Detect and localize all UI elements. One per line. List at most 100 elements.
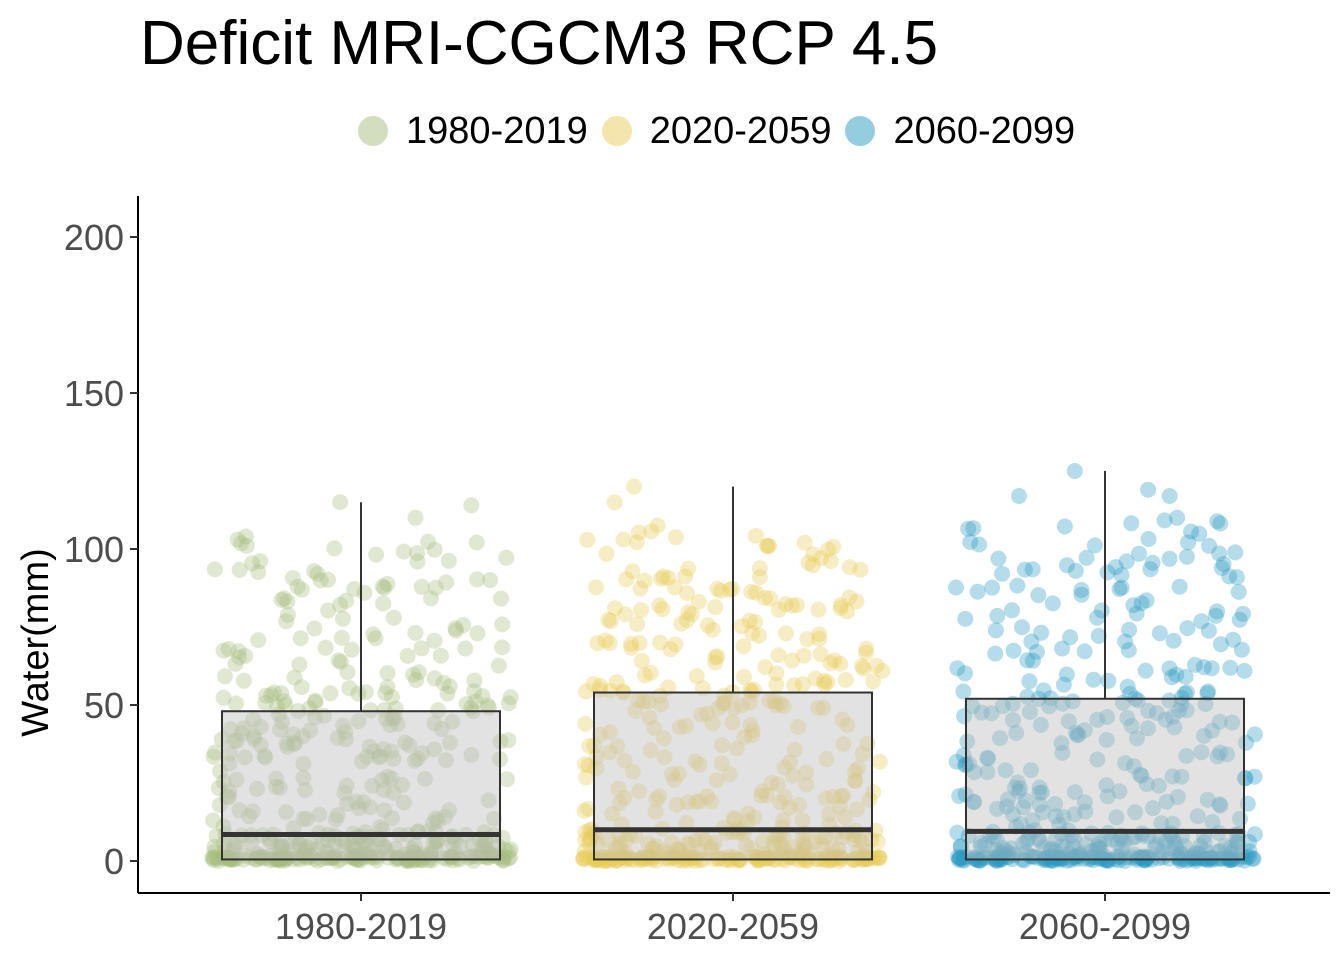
point-2060-2099-9 <box>1164 815 1181 832</box>
point-1980-2019-451 <box>354 833 371 850</box>
point-2060-2099-99 <box>1231 611 1248 628</box>
point-2060-2099-358 <box>1024 652 1041 669</box>
point-1980-2019-104 <box>435 849 452 866</box>
point-2020-2059-135 <box>668 796 685 813</box>
point-1980-2019-113 <box>279 606 296 623</box>
point-2060-2099-353 <box>993 849 1010 866</box>
point-1980-2019-292 <box>390 850 407 867</box>
point-2060-2099-82 <box>1015 799 1032 816</box>
point-2060-2099-130 <box>1173 768 1190 785</box>
point-2020-2059-3 <box>830 841 847 858</box>
point-2060-2099-477 <box>983 705 1000 722</box>
point-2060-2099-264 <box>1064 849 1081 866</box>
point-1980-2019-461 <box>231 649 248 666</box>
point-2020-2059-260 <box>794 812 811 829</box>
point-1980-2019-303 <box>383 743 400 760</box>
point-1980-2019-19 <box>225 841 242 858</box>
point-2020-2059-223 <box>617 606 634 623</box>
point-2060-2099-310 <box>1097 831 1114 848</box>
point-1980-2019-168 <box>432 647 449 664</box>
point-2020-2059-31 <box>634 849 651 866</box>
point-2060-2099-300 <box>1189 850 1205 866</box>
point-2020-2059-373 <box>633 652 650 669</box>
point-2020-2059-220 <box>746 809 763 826</box>
point-2020-2059-283 <box>607 600 623 617</box>
point-1980-2019-216 <box>358 748 375 765</box>
point-2020-2059-109 <box>810 699 826 716</box>
point-2060-2099-90 <box>1172 845 1189 862</box>
point-2020-2059-77 <box>660 569 677 586</box>
point-1980-2019-433 <box>498 549 515 566</box>
point-1980-2019-212 <box>480 792 497 809</box>
point-2060-2099-369 <box>987 841 1004 858</box>
point-1980-2019-78 <box>375 782 392 798</box>
point-2020-2059-65 <box>616 789 633 806</box>
point-1980-2019-442 <box>378 711 395 727</box>
point-2060-2099-303 <box>1187 846 1204 863</box>
point-1980-2019-329 <box>292 836 309 853</box>
point-2020-2059-165 <box>734 697 750 714</box>
point-2060-2099-240 <box>1204 814 1221 830</box>
point-2060-2099-262 <box>1219 746 1235 763</box>
point-2020-2059-183 <box>607 841 624 857</box>
point-2060-2099-119 <box>1219 850 1235 866</box>
point-2020-2059-181 <box>660 679 677 696</box>
point-1980-2019-121 <box>226 733 243 750</box>
point-2060-2099-282 <box>1019 688 1036 705</box>
point-1980-2019-39 <box>227 655 244 672</box>
point-2020-2059-226 <box>653 696 670 713</box>
point-2020-2059-342 <box>817 790 834 807</box>
point-2060-2099-273 <box>1025 848 1042 865</box>
point-2020-2059-266 <box>644 841 661 858</box>
point-1980-2019-333 <box>320 571 336 588</box>
point-2020-2059-201 <box>676 848 693 865</box>
point-1980-2019-377 <box>409 545 426 562</box>
point-1980-2019-243 <box>215 818 232 835</box>
point-2020-2059-330 <box>849 760 866 777</box>
point-2020-2059-66 <box>652 634 669 651</box>
point-2020-2059-211 <box>588 760 605 777</box>
point-1980-2019-297 <box>336 784 353 801</box>
point-2060-2099-50 <box>1226 841 1243 858</box>
point-2060-2099-281 <box>1100 672 1117 689</box>
point-2060-2099-314 <box>1187 845 1204 861</box>
point-1980-2019-392 <box>398 850 415 866</box>
point-1980-2019-390 <box>337 731 354 748</box>
point-2060-2099-128 <box>1119 709 1136 726</box>
point-2020-2059-192 <box>645 840 662 857</box>
point-2060-2099-374 <box>1179 620 1196 637</box>
point-2020-2059-362 <box>766 835 783 852</box>
point-2060-2099-206 <box>1156 512 1173 529</box>
point-1980-2019-62 <box>405 666 422 683</box>
point-2060-2099-424 <box>1193 744 1210 761</box>
point-1980-2019-293 <box>474 688 491 705</box>
point-2060-2099-51 <box>1139 720 1156 737</box>
point-2060-2099-170 <box>1067 784 1083 801</box>
point-2020-2059-20 <box>836 809 853 826</box>
point-1980-2019-457 <box>220 641 237 657</box>
point-2060-2099-148 <box>1061 845 1078 862</box>
point-1980-2019-20 <box>407 624 424 641</box>
point-2060-2099-184 <box>1148 705 1165 721</box>
point-1980-2019-394 <box>441 848 458 865</box>
point-1980-2019-156 <box>228 835 245 852</box>
point-2020-2059-122 <box>687 753 704 770</box>
point-2020-2059-323 <box>725 810 742 826</box>
point-2020-2059-12 <box>818 751 835 768</box>
point-1980-2019-330 <box>474 838 491 855</box>
point-2060-2099-185 <box>1071 844 1088 861</box>
point-2060-2099-361 <box>1140 702 1157 719</box>
point-2020-2059-213 <box>847 773 864 789</box>
point-2060-2099-22 <box>1112 848 1128 865</box>
point-2020-2059-415 <box>791 797 808 813</box>
point-2020-2059-79 <box>601 635 618 652</box>
point-2060-2099-152 <box>1200 683 1216 700</box>
point-1980-2019-70 <box>297 840 314 857</box>
point-2060-2099-458 <box>1241 843 1258 860</box>
point-2060-2099-199 <box>1067 562 1084 579</box>
point-1980-2019-335 <box>279 738 296 755</box>
point-2060-2099-385 <box>1131 849 1148 866</box>
point-2060-2099-350 <box>952 838 969 854</box>
point-1980-2019-163 <box>338 834 355 851</box>
point-1980-2019-6 <box>479 697 496 714</box>
